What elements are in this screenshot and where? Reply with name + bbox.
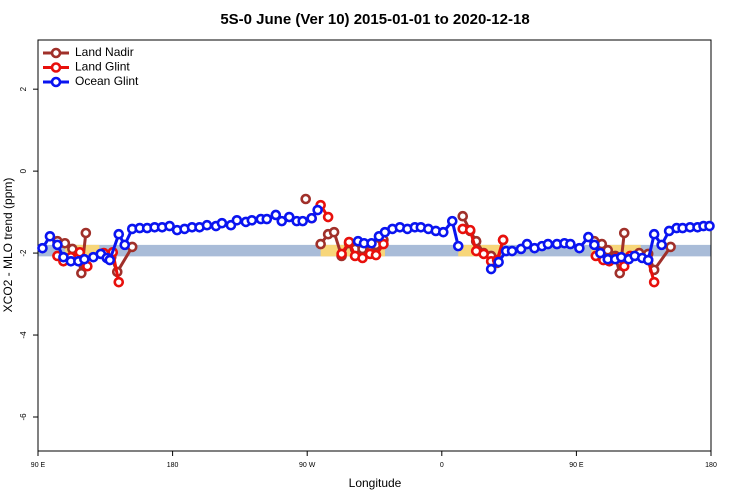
data-point <box>704 220 715 232</box>
data-point <box>614 267 626 279</box>
chart-title: 5S-0 June (Ver 10) 2015-01-01 to 2020-12… <box>220 11 529 28</box>
data-point <box>343 236 355 248</box>
data-point <box>506 245 518 257</box>
y-tick-label: -2 <box>19 249 28 257</box>
data-point <box>80 227 92 239</box>
y-tick-label: -6 <box>19 413 28 421</box>
data-point <box>164 220 175 232</box>
y-tick-label: -4 <box>19 331 28 339</box>
data-point <box>37 242 48 254</box>
x-tick-label: 90 E <box>569 462 584 469</box>
data-point <box>656 239 667 251</box>
data-point <box>370 249 382 261</box>
data-point <box>485 263 497 275</box>
data-point <box>270 209 282 221</box>
x-tick-label: 90 E <box>31 462 46 469</box>
data-point <box>618 227 630 239</box>
data-point <box>119 239 131 251</box>
legend-label: Land Glint <box>75 60 130 74</box>
x-tick-label: 0 <box>440 462 444 469</box>
data-point <box>357 252 368 264</box>
data-point <box>328 226 340 238</box>
data-point <box>300 193 312 205</box>
data-point <box>336 248 347 260</box>
data-point <box>44 230 56 242</box>
data-point <box>464 224 476 236</box>
data-point <box>261 213 273 225</box>
legend-marker <box>50 62 62 73</box>
data-point <box>589 239 600 251</box>
data-point <box>493 256 504 268</box>
data-point <box>79 253 90 265</box>
data-point <box>113 276 125 288</box>
data-point <box>542 238 554 250</box>
data-point <box>58 251 69 263</box>
legend-label: Land Nadir <box>75 45 134 59</box>
data-point <box>521 238 533 250</box>
data-point <box>315 238 326 250</box>
data-point <box>642 254 654 266</box>
legend-marker <box>50 47 62 59</box>
data-point <box>246 214 258 226</box>
data-point <box>276 215 288 227</box>
data-point <box>306 212 317 224</box>
data-point <box>113 228 125 240</box>
y-axis-title: XCO2 - MLO trend (ppm) <box>1 178 15 313</box>
legend-marker <box>50 76 62 88</box>
data-point <box>648 228 660 240</box>
data-point <box>665 241 676 253</box>
data-point <box>76 267 87 279</box>
y-tick-label: 2 <box>19 86 28 91</box>
data-point <box>312 204 323 216</box>
data-point <box>648 276 660 288</box>
data-point <box>378 238 389 250</box>
data-point <box>583 231 594 243</box>
data-point <box>618 260 630 272</box>
data-point <box>297 215 309 227</box>
data-point <box>565 238 576 250</box>
data-point <box>446 215 458 227</box>
x-tick-label: 90 W <box>299 462 316 469</box>
data-point <box>437 226 449 238</box>
data-point <box>201 219 213 231</box>
data-point <box>457 210 469 222</box>
data-point <box>322 211 334 223</box>
data-point <box>595 247 606 259</box>
data-point <box>574 242 585 254</box>
shaded-range <box>591 244 641 257</box>
data-point <box>452 240 464 252</box>
x-tick-label: 180 <box>167 462 179 469</box>
data-point <box>104 254 116 266</box>
y-tick-label: 0 <box>19 168 28 173</box>
data-point <box>497 234 509 246</box>
data-point <box>366 237 377 249</box>
data-point <box>52 239 63 251</box>
x-tick-label: 180 <box>705 462 717 469</box>
data-point <box>283 211 295 223</box>
data-point <box>216 217 228 229</box>
legend-label: Ocean Glint <box>75 74 139 88</box>
x-axis-title: Longitude <box>349 476 402 490</box>
data-point <box>231 214 243 226</box>
data-point <box>478 248 489 260</box>
